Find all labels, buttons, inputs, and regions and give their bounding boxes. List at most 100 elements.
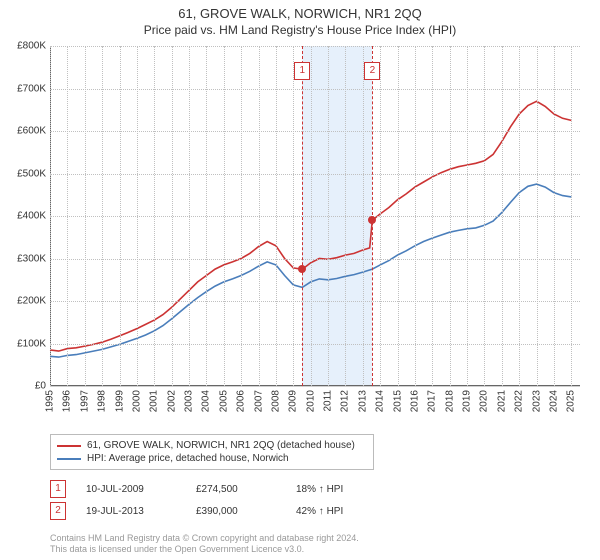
gridline-v <box>363 46 364 386</box>
ytick-label: £200K <box>17 296 46 307</box>
xtick-label: 2011 <box>323 390 334 412</box>
gridline-v <box>172 46 173 386</box>
gridline-v <box>415 46 416 386</box>
xtick-label: 1997 <box>79 390 90 412</box>
gridline-v <box>311 46 312 386</box>
legend-item: HPI: Average price, detached house, Norw… <box>57 452 367 465</box>
sale-delta: 42% ↑ HPI <box>296 506 396 517</box>
sale-badge: 1 <box>50 480 66 498</box>
gridline-v <box>450 46 451 386</box>
xtick-label: 2018 <box>444 390 455 412</box>
gridline-v <box>102 46 103 386</box>
xtick-label: 2020 <box>479 390 490 412</box>
xtick-label: 2012 <box>340 390 351 412</box>
gridline-v <box>293 46 294 386</box>
xtick-label: 2004 <box>201 390 212 412</box>
xtick-label: 2002 <box>166 390 177 412</box>
xtick-label: 2009 <box>288 390 299 412</box>
gridline-h <box>50 46 580 47</box>
xtick-label: 2010 <box>305 390 316 412</box>
ytick-label: £600K <box>17 126 46 137</box>
gridline-v <box>50 46 51 386</box>
gridline-v <box>519 46 520 386</box>
legend-box: 61, GROVE WALK, NORWICH, NR1 2QQ (detach… <box>50 434 374 470</box>
xtick-label: 2021 <box>496 390 507 412</box>
gridline-h <box>50 216 580 217</box>
sale-badge: 2 <box>50 502 66 520</box>
gridline-v <box>224 46 225 386</box>
gridline-v <box>85 46 86 386</box>
gridline-v <box>398 46 399 386</box>
gridline-h <box>50 259 580 260</box>
footer-line: This data is licensed under the Open Gov… <box>50 544 359 556</box>
xtick-label: 2007 <box>253 390 264 412</box>
xtick-label: 1995 <box>45 390 56 412</box>
legend-swatch <box>57 458 81 460</box>
gridline-v <box>137 46 138 386</box>
sale-row: 2 19-JUL-2013 £390,000 42% ↑ HPI <box>50 502 560 520</box>
event-badge: 2 <box>364 62 380 80</box>
xtick-label: 1999 <box>114 390 125 412</box>
xtick-label: 2001 <box>149 390 160 412</box>
xtick-label: 2022 <box>514 390 525 412</box>
xtick-label: 2013 <box>357 390 368 412</box>
xtick-label: 2008 <box>270 390 281 412</box>
xtick-label: 2003 <box>184 390 195 412</box>
gridline-v <box>328 46 329 386</box>
xtick-label: 2006 <box>236 390 247 412</box>
gridline-v <box>537 46 538 386</box>
legend-label: HPI: Average price, detached house, Norw… <box>87 453 289 464</box>
ytick-label: £300K <box>17 253 46 264</box>
gridline-v <box>154 46 155 386</box>
sale-price: £390,000 <box>196 506 276 517</box>
event-line <box>302 46 303 386</box>
gridline-h <box>50 89 580 90</box>
sale-date: 10-JUL-2009 <box>86 484 176 495</box>
ytick-label: £400K <box>17 211 46 222</box>
gridline-h <box>50 174 580 175</box>
ytick-label: £100K <box>17 338 46 349</box>
legend-swatch <box>57 445 81 447</box>
ytick-label: £800K <box>17 41 46 52</box>
xtick-label: 2024 <box>548 390 559 412</box>
xtick-label: 2005 <box>218 390 229 412</box>
xtick-label: 2000 <box>131 390 142 412</box>
gridline-v <box>380 46 381 386</box>
gridline-v <box>571 46 572 386</box>
xtick-label: 2019 <box>462 390 473 412</box>
gridline-v <box>189 46 190 386</box>
xtick-label: 2023 <box>531 390 542 412</box>
gridline-v <box>467 46 468 386</box>
gridline-v <box>554 46 555 386</box>
sale-delta: 18% ↑ HPI <box>296 484 396 495</box>
legend-item: 61, GROVE WALK, NORWICH, NR1 2QQ (detach… <box>57 439 367 452</box>
page-subtitle: Price paid vs. HM Land Registry's House … <box>0 21 600 41</box>
footer-attribution: Contains HM Land Registry data © Crown c… <box>50 533 359 556</box>
sale-marker <box>298 265 306 273</box>
xtick-label: 2015 <box>392 390 403 412</box>
xtick-label: 2016 <box>409 390 420 412</box>
sale-date: 19-JUL-2013 <box>86 506 176 517</box>
gridline-v <box>67 46 68 386</box>
sale-marker <box>368 216 376 224</box>
plot-area: £0£100K£200K£300K£400K£500K£600K£700K£80… <box>50 46 580 386</box>
xtick-label: 2025 <box>566 390 577 412</box>
footer-line: Contains HM Land Registry data © Crown c… <box>50 533 359 545</box>
gridline-v <box>432 46 433 386</box>
ytick-label: £700K <box>17 83 46 94</box>
gridline-h <box>50 386 580 387</box>
gridline-v <box>206 46 207 386</box>
gridline-v <box>345 46 346 386</box>
gridline-h <box>50 131 580 132</box>
xtick-label: 1998 <box>97 390 108 412</box>
page-title: 61, GROVE WALK, NORWICH, NR1 2QQ <box>0 0 600 21</box>
chart-container: 61, GROVE WALK, NORWICH, NR1 2QQ Price p… <box>0 0 600 560</box>
sale-price: £274,500 <box>196 484 276 495</box>
gridline-v <box>276 46 277 386</box>
event-badge: 1 <box>294 62 310 80</box>
gridline-h <box>50 344 580 345</box>
gridline-h <box>50 301 580 302</box>
xtick-label: 2014 <box>375 390 386 412</box>
ytick-label: £500K <box>17 168 46 179</box>
xtick-label: 2017 <box>427 390 438 412</box>
